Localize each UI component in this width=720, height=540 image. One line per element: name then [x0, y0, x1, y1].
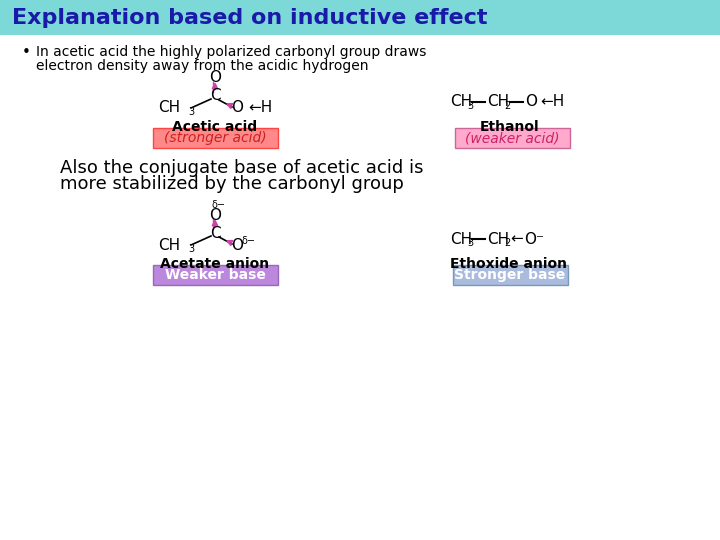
Text: 3: 3 [467, 238, 473, 248]
Text: CH: CH [487, 232, 509, 246]
Text: Also the conjugate base of acetic acid is: Also the conjugate base of acetic acid i… [60, 159, 423, 177]
Text: (stronger acid): (stronger acid) [163, 131, 266, 145]
Text: O: O [231, 238, 243, 253]
Text: CH: CH [450, 232, 472, 246]
Text: In acetic acid the highly polarized carbonyl group draws: In acetic acid the highly polarized carb… [36, 45, 426, 59]
Bar [455, 128, 570, 148]
Text: ←H: ←H [248, 100, 272, 116]
Text: ←H: ←H [540, 94, 564, 110]
Text: Acetic acid: Acetic acid [172, 120, 258, 134]
Text: Weaker base: Weaker base [165, 268, 266, 282]
Text: δ−: δ− [212, 200, 226, 210]
Text: 3: 3 [467, 101, 473, 111]
Text: 3: 3 [188, 244, 194, 254]
Text: •: • [22, 45, 31, 60]
Text: CH: CH [487, 94, 509, 110]
Text: 3: 3 [188, 107, 194, 117]
Text: Stronger base: Stronger base [454, 268, 566, 282]
Text: C: C [210, 226, 220, 240]
Text: Explanation based on inductive effect: Explanation based on inductive effect [12, 8, 487, 28]
Text: O⁻: O⁻ [524, 232, 544, 246]
Bar [153, 128, 278, 148]
Text: O: O [209, 71, 221, 85]
Bar [0, 0, 720, 35]
Text: CH: CH [450, 94, 472, 110]
Text: Ethoxide anion: Ethoxide anion [449, 257, 567, 271]
Text: 2: 2 [504, 238, 510, 248]
Bar [153, 265, 278, 285]
Text: ←: ← [510, 232, 523, 246]
Text: CH: CH [158, 238, 180, 253]
Text: O: O [525, 94, 537, 110]
Text: δ−: δ− [241, 236, 255, 246]
Text: O: O [209, 207, 221, 222]
Text: Ethanol: Ethanol [480, 120, 540, 134]
Text: CH: CH [158, 100, 180, 116]
Text: C: C [210, 89, 220, 104]
Text: (weaker acid): (weaker acid) [464, 131, 559, 145]
Text: O: O [231, 100, 243, 116]
Text: more stabilized by the carbonyl group: more stabilized by the carbonyl group [60, 175, 404, 193]
Text: electron density away from the acidic hydrogen: electron density away from the acidic hy… [36, 59, 369, 73]
Text: 2: 2 [504, 101, 510, 111]
Bar [453, 265, 568, 285]
Text: Acetate anion: Acetate anion [161, 257, 269, 271]
